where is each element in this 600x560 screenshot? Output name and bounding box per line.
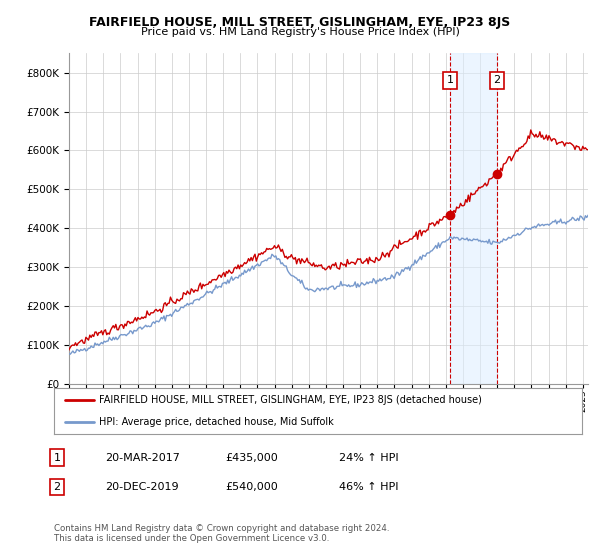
Text: 46% ↑ HPI: 46% ↑ HPI	[339, 482, 398, 492]
Text: Contains HM Land Registry data © Crown copyright and database right 2024.
This d: Contains HM Land Registry data © Crown c…	[54, 524, 389, 543]
Bar	[450, 53, 497, 384]
Text: FAIRFIELD HOUSE, MILL STREET, GISLINGHAM, EYE, IP23 8JS: FAIRFIELD HOUSE, MILL STREET, GISLINGHAM…	[89, 16, 511, 29]
Text: 20-DEC-2019: 20-DEC-2019	[105, 482, 179, 492]
Text: 20-MAR-2017: 20-MAR-2017	[105, 452, 180, 463]
Text: FAIRFIELD HOUSE, MILL STREET, GISLINGHAM, EYE, IP23 8JS (detached house): FAIRFIELD HOUSE, MILL STREET, GISLINGHAM…	[99, 395, 482, 405]
Text: 2: 2	[493, 76, 500, 86]
Text: Price paid vs. HM Land Registry's House Price Index (HPI): Price paid vs. HM Land Registry's House …	[140, 27, 460, 37]
Text: £435,000: £435,000	[225, 452, 278, 463]
Text: £540,000: £540,000	[225, 482, 278, 492]
Text: 1: 1	[446, 76, 454, 86]
Text: 2: 2	[53, 482, 61, 492]
Text: 1: 1	[53, 452, 61, 463]
Text: HPI: Average price, detached house, Mid Suffolk: HPI: Average price, detached house, Mid …	[99, 417, 334, 427]
Text: 24% ↑ HPI: 24% ↑ HPI	[339, 452, 398, 463]
